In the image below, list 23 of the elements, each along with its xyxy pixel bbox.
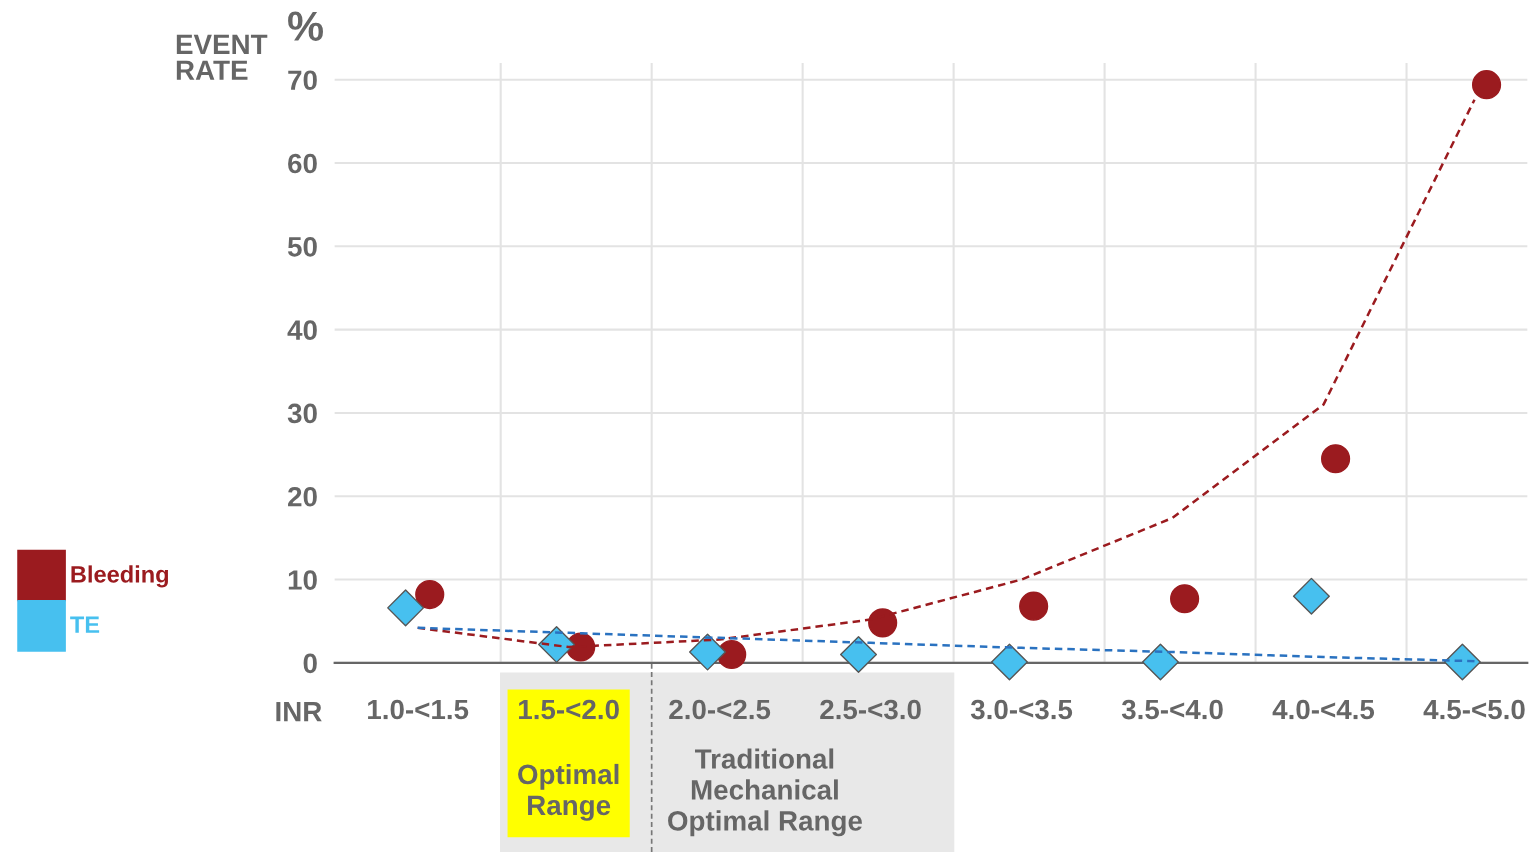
y-tick-label: 30 — [287, 403, 317, 424]
x-tick-label: 2.0-<2.5 — [669, 699, 771, 720]
x-tick-label: 4.0-<4.5 — [1272, 699, 1375, 720]
y-tick-label: 60 — [288, 153, 317, 174]
x-axis-title: INR — [276, 702, 322, 722]
legend-label: Bleeding — [71, 565, 169, 588]
text: Optimal Range — [518, 763, 619, 821]
y-tick-label: 10 — [288, 570, 317, 590]
y-tick-label: 40 — [287, 320, 317, 340]
y-axis-title: EVENT RATE — [176, 34, 268, 80]
x-tick-label: 3.5-<4.0 — [1121, 699, 1223, 720]
x-tick-label: 4.5-<5.0 — [1423, 699, 1525, 720]
x-tick-label: 1.0-<1.5 — [368, 699, 469, 720]
y-tick-label: 50 — [287, 236, 317, 257]
x-tick-label: 3.0-<3.5 — [970, 699, 1073, 720]
y-tick-label: 70 — [288, 70, 317, 91]
x-tick-label: 1.5-<2.0 — [519, 699, 619, 720]
y-tick-label: 20 — [288, 486, 317, 507]
legend-label: TE — [70, 616, 100, 633]
text: Traditional Mechanical Optimal Range — [668, 748, 862, 837]
x-tick-label: 2.5-<3.0 — [820, 699, 921, 720]
text: % — [288, 11, 323, 41]
y-tick-label: 0 — [303, 653, 317, 674]
